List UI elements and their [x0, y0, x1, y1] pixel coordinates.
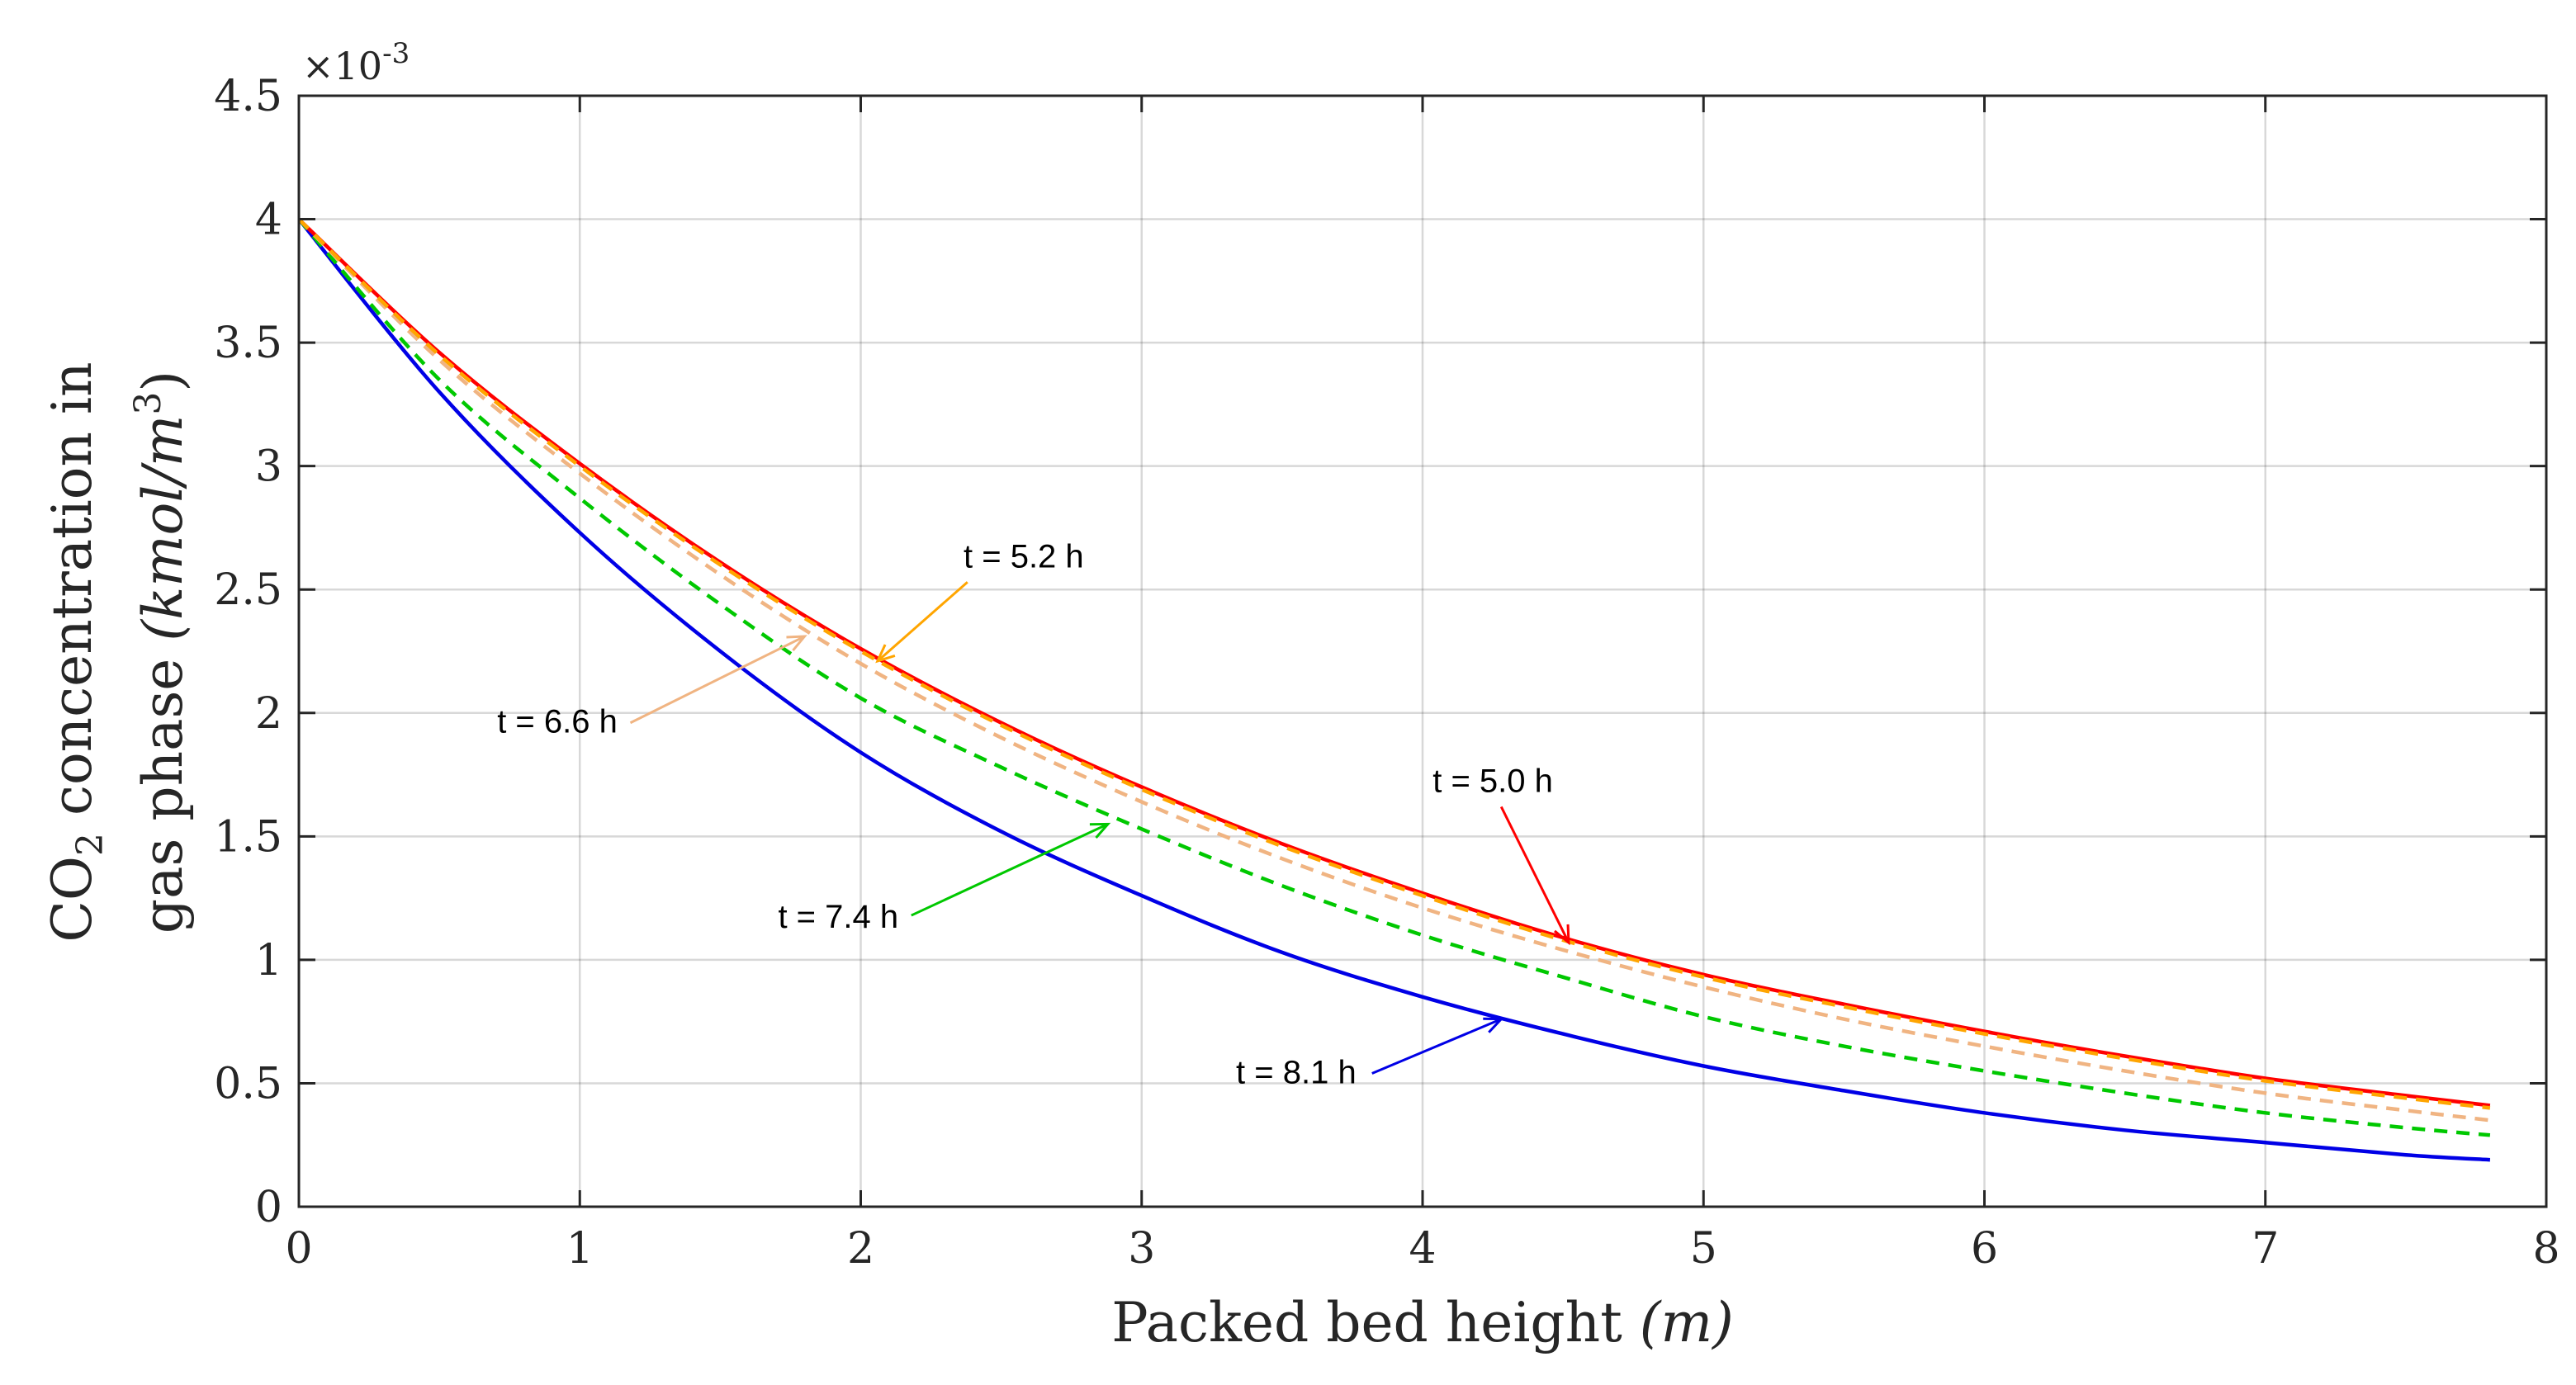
annotation-arrow-t-7-4-h: [911, 823, 1109, 917]
series-line-t-5-2-h: [299, 217, 2491, 1110]
y-tick-label: 2.5: [214, 565, 282, 615]
y-tick-label: 3: [255, 442, 282, 492]
y-tick-label: 3.5: [214, 319, 282, 368]
annotation-arrowhead-t-7-4-h: [1089, 822, 1111, 839]
annotation-arrowhead-t-5-2-h: [875, 644, 896, 664]
annotation-arrowhead-t-8-1-h: [1483, 1017, 1504, 1033]
x-tick-label: 8: [2532, 1224, 2559, 1274]
x-axis-title-text: Packed bed height: [1111, 1291, 1640, 1354]
y-axis-title-unit-close: ): [131, 371, 195, 392]
x-axis-title-unit: (m): [1640, 1291, 1734, 1354]
x-tick-label: 7: [2252, 1224, 2279, 1274]
x-tick-label: 2: [847, 1224, 874, 1274]
x-tick-labels: 0 1 2 3 4 5 6 7 8: [285, 1224, 2559, 1274]
y-exponent-label: ×10-3: [302, 37, 410, 88]
annotation-arrow-t-5-2-h: [876, 581, 968, 663]
series-line-t-8-1-h: [299, 218, 2491, 1162]
series-line-t-7-4-h: [299, 218, 2491, 1137]
y-axis-title-line1: CO2 concentration in: [40, 362, 111, 942]
y-tick-label: 0: [255, 1183, 282, 1232]
annotation-label-t-7-4-h: t = 7.4 h: [778, 899, 898, 935]
y-tick-label: 4: [255, 196, 282, 245]
y-axis-title-gas-phase: gas phase: [131, 641, 195, 934]
x-axis-title: Packed bed height (m): [1111, 1291, 1734, 1354]
annotation-arrowhead-t-5-0-h: [1554, 924, 1570, 946]
y-tick-label: 4.5: [214, 72, 282, 121]
annotation-arrow-t-5-0-h: [1499, 806, 1570, 943]
annotation-label-t-5-0-h: t = 5.0 h: [1432, 763, 1553, 799]
y-tick-label: 0.5: [214, 1059, 282, 1108]
x-tick-label: 6: [1971, 1224, 1998, 1274]
y-axis-title-line2: gas phase (kmol/m3): [127, 371, 195, 934]
annotation-label-t-8-1-h: t = 8.1 h: [1236, 1054, 1357, 1090]
annotations: t = 5.0 h t = 5.2 h t = 6.6 h t = 7.4 h t = …: [497, 538, 1570, 1090]
x-tick-label: 1: [566, 1224, 594, 1274]
series-lines: [299, 217, 2491, 1162]
axis-ticks: [297, 94, 2548, 1208]
annotation-label-t-6-6-h: t = 6.6 h: [497, 704, 618, 740]
annotation-arrow-t-6-6-h: [629, 635, 806, 725]
x-tick-label: 5: [1690, 1224, 1717, 1274]
y-exponent-multiplier: ×10: [302, 44, 382, 88]
annotation-arrow-t-8-1-h: [1371, 1018, 1502, 1075]
y-tick-labels: 0 0.5 1 1.5 2 2.5 3 3.5 4 4.5: [214, 72, 282, 1232]
y-tick-label: 1: [255, 936, 282, 986]
x-tick-label: 4: [1409, 1224, 1436, 1274]
y-exponent-power: -3: [382, 37, 410, 70]
plot-background: [299, 96, 2546, 1207]
annotation-label-t-5-2-h: t = 5.2 h: [964, 538, 1084, 574]
y-axis-title-subscript: 2: [69, 833, 111, 856]
series-line-t-5-0-h: [299, 217, 2491, 1108]
y-axis-title-prefix: CO: [40, 856, 104, 943]
grid: [299, 96, 2546, 1207]
y-axis-title-unit-superscript: 3: [127, 392, 169, 415]
y-axis-title-unit: (kmol/m: [131, 415, 195, 641]
y-tick-label: 1.5: [214, 812, 282, 862]
y-axis-title-suffix: concentration in: [40, 362, 104, 833]
y-tick-label: 2: [255, 689, 282, 739]
annotation-arrowhead-t-6-6-h: [786, 635, 807, 651]
x-tick-label: 3: [1128, 1224, 1155, 1274]
series-line-t-6-6-h: [299, 218, 2491, 1123]
x-tick-label: 0: [285, 1224, 312, 1274]
